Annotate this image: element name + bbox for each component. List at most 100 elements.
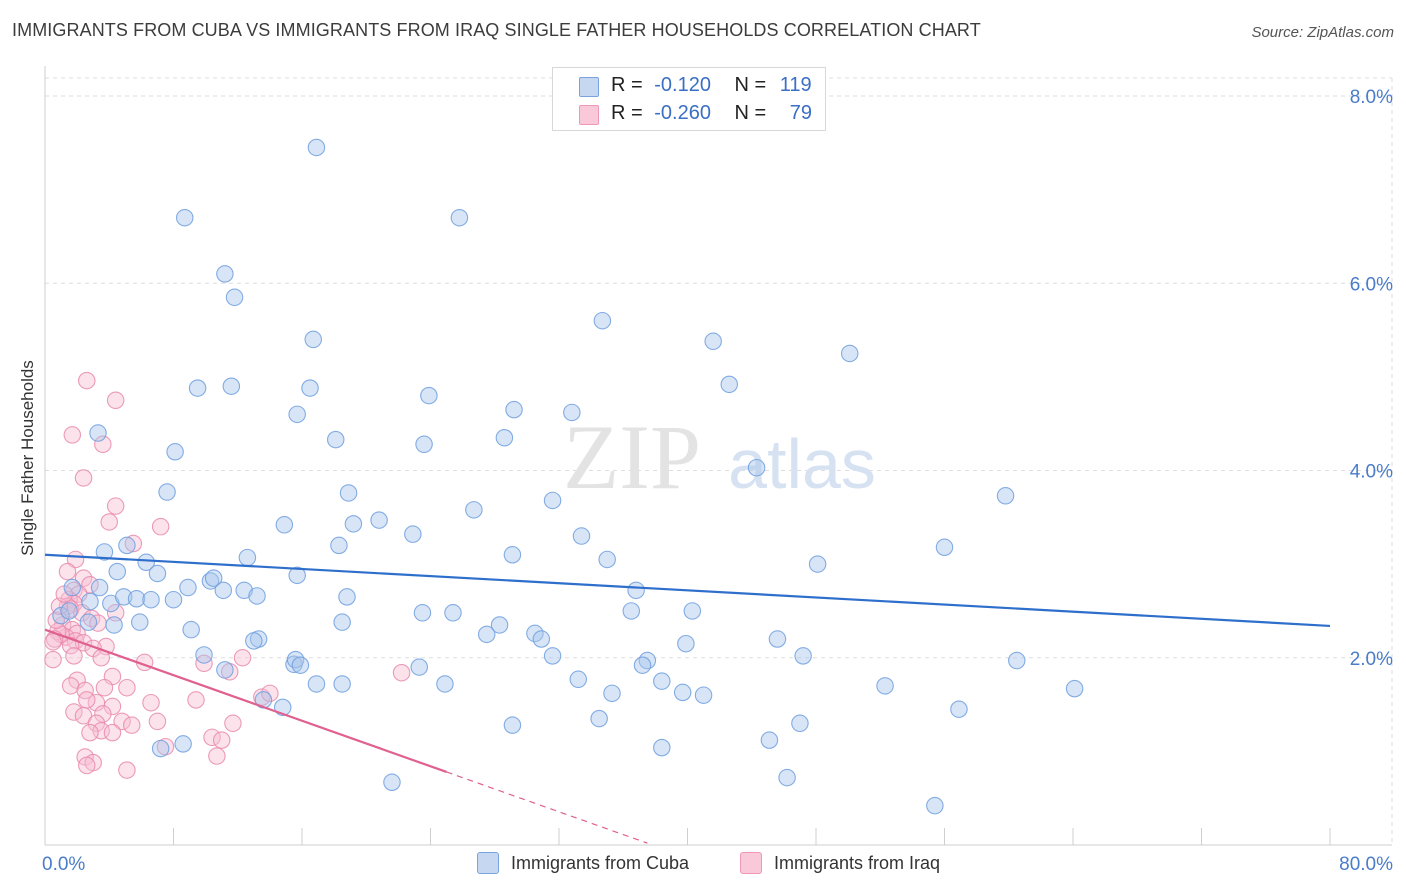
cuba-point xyxy=(653,672,671,690)
iraq-point xyxy=(94,705,112,723)
y-tick-label: 8.0% xyxy=(1350,87,1393,108)
cuba-point xyxy=(52,606,70,625)
iraq-point xyxy=(118,761,136,779)
cuba-point xyxy=(590,709,608,728)
iraq-n-value: 79 xyxy=(789,102,813,124)
gridlines xyxy=(45,77,1393,845)
cuba-point xyxy=(720,375,739,394)
cuba-point xyxy=(638,651,657,670)
cuba-point xyxy=(114,588,133,606)
cuba-point xyxy=(216,265,234,283)
iraq-point xyxy=(58,562,77,581)
iraq-point xyxy=(148,712,167,731)
cuba-point xyxy=(627,581,645,600)
cuba-point xyxy=(794,647,812,665)
cuba-point xyxy=(996,487,1015,505)
y-tick-label: 2.0% xyxy=(1350,649,1393,670)
cuba-point xyxy=(63,578,82,597)
cuba-point xyxy=(840,344,859,363)
cuba-point xyxy=(326,430,345,449)
iraq-point xyxy=(61,636,80,655)
cuba-r-value: -0.120 xyxy=(654,74,711,96)
iraq-point xyxy=(65,703,83,721)
iraq-point xyxy=(103,723,122,742)
cuba-point xyxy=(436,675,454,693)
cuba-point xyxy=(222,377,241,395)
cuba-point xyxy=(778,768,796,787)
cuba-point xyxy=(477,625,496,644)
cuba-point xyxy=(95,543,114,561)
iraq-point xyxy=(187,691,205,709)
cuba-point xyxy=(1008,651,1026,670)
cuba-point xyxy=(768,630,787,648)
cuba-point xyxy=(90,578,109,597)
cuba-point xyxy=(137,553,155,572)
iraq-point xyxy=(61,677,80,695)
cuba-point xyxy=(338,588,356,606)
watermark-zip: ZIP xyxy=(563,406,701,508)
cuba-point xyxy=(214,581,233,600)
cuba-point xyxy=(465,501,483,519)
cuba-point xyxy=(307,675,326,693)
cuba-n-label: N = xyxy=(734,74,767,96)
iraq-trend-line xyxy=(44,628,447,774)
cuba-point xyxy=(598,550,616,569)
cuba-point xyxy=(926,796,944,815)
iraq-point xyxy=(74,569,93,587)
cuba-point xyxy=(158,483,176,501)
cuba-point xyxy=(415,435,433,454)
cuba-point xyxy=(248,587,266,605)
watermark-atlas: atlas xyxy=(728,425,876,503)
cuba-point xyxy=(288,405,306,424)
cuba-point xyxy=(791,714,809,733)
iraq-legend-swatch xyxy=(740,852,762,874)
iraq-trend-extension xyxy=(446,771,648,844)
iraq-point xyxy=(224,714,242,733)
cuba-point xyxy=(301,379,319,397)
cuba-point xyxy=(79,613,98,631)
iraq-point xyxy=(74,707,93,725)
cuba-point xyxy=(370,511,388,529)
iraq-legend-label: Immigrants from Iraq xyxy=(774,852,941,873)
stats-legend: R = -0.120 N = 119 R = -0.260 N = 79 xyxy=(552,67,826,131)
iraq-point xyxy=(124,534,143,553)
cuba-point xyxy=(704,332,722,351)
cuba-point xyxy=(1065,679,1084,698)
cuba-point xyxy=(179,578,197,597)
cuba-point xyxy=(105,616,123,634)
iraq-point xyxy=(63,426,82,444)
iraq-point xyxy=(212,731,231,749)
cuba-point xyxy=(131,613,149,631)
y-tick-label: 4.0% xyxy=(1350,462,1393,483)
cuba-point xyxy=(339,484,358,502)
cuba-point xyxy=(330,536,348,555)
cuba-point xyxy=(694,686,713,704)
cuba-point xyxy=(286,650,305,669)
iraq-point xyxy=(233,648,252,667)
iraq-point xyxy=(94,435,112,454)
cuba-point xyxy=(225,288,244,307)
trend-lines xyxy=(44,553,1331,844)
iraq-point xyxy=(118,678,136,697)
cuba-point xyxy=(89,424,107,442)
legend-item-iraq[interactable]: Immigrants from Iraq xyxy=(740,852,940,874)
legend-item-cuba[interactable]: Immigrants from Cuba xyxy=(477,852,689,874)
cuba-point xyxy=(747,458,766,477)
iraq-point xyxy=(44,650,62,669)
cuba-point xyxy=(81,592,99,611)
iraq-point xyxy=(142,693,160,712)
series-legend: Immigrants from Cuba Immigrants from Ira… xyxy=(0,852,1406,878)
cuba-point xyxy=(543,647,562,665)
cuba-point xyxy=(195,646,213,664)
cuba-trend-line xyxy=(44,553,1331,628)
cuba-point xyxy=(383,773,401,792)
cuba-point xyxy=(593,311,612,330)
iraq-point xyxy=(47,611,65,630)
iraq-point xyxy=(253,688,271,706)
cuba-point xyxy=(673,683,692,702)
cuba-point xyxy=(164,590,183,609)
iraq-point xyxy=(151,517,170,536)
iraq-r-value: -0.260 xyxy=(654,102,711,124)
iraq-point xyxy=(203,728,221,747)
cuba-point xyxy=(182,620,200,639)
